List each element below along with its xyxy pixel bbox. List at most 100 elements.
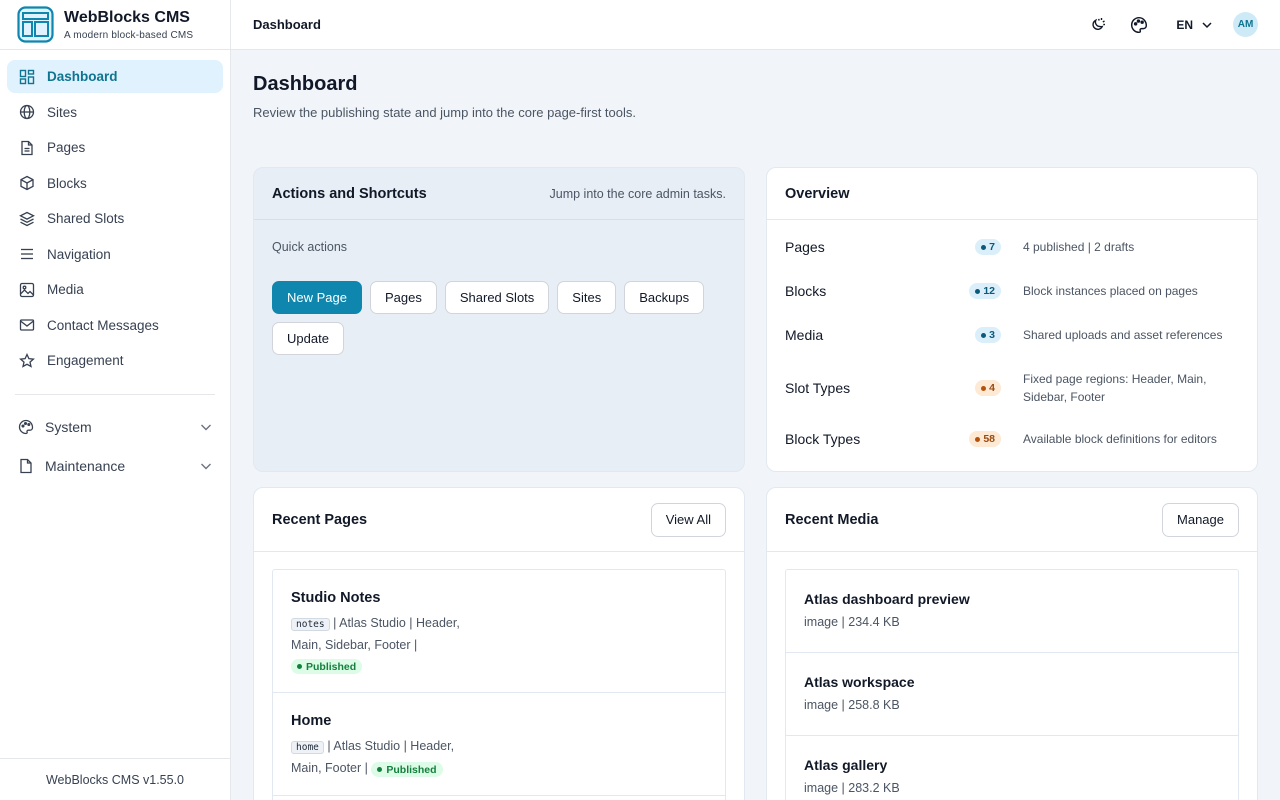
overview-row: Pages 7 4 published | 2 drafts [767,238,1257,256]
actions-card: Actions and Shortcuts Jump into the core… [253,167,745,472]
logo-icon [17,6,54,43]
slug-code: notes [291,618,330,631]
recent-media-card: Recent Media Manage Atlas dashboard prev… [766,487,1258,800]
page-title: Dashboard [253,73,358,95]
overview-desc: Shared uploads and asset references [1023,328,1223,342]
overview-desc: Available block definitions for editors [1023,432,1217,446]
overview-label: Media [785,327,824,343]
page-title-link[interactable]: Home [291,713,332,729]
pages-button[interactable]: Pages [369,281,437,314]
count-badge: 12 [969,283,1001,299]
overview-desc: Fixed page regions: Header, Main, Sideba… [1023,372,1207,404]
list-item[interactable]: Studio Notes notes | Atlas Studio | Head… [273,570,725,693]
list-item[interactable]: Atlas dashboard preview image | 234.4 KB [786,570,1238,653]
chevron-down-icon [1202,21,1212,28]
card-aside: Jump into the core admin tasks. [549,186,726,201]
overview-label: Block Types [785,431,861,447]
overview-label: Pages [785,239,825,255]
language-select[interactable]: EN [1176,18,1213,32]
file-icon [20,458,32,473]
list-item[interactable]: Atlas workspace image | 258.8 KB [786,653,1238,736]
sidebar-item-blocks[interactable]: Blocks [7,167,223,200]
recent-pages-card: Recent Pages View All Studio Notes notes… [253,487,745,800]
sidebar-item-engagement[interactable]: Engagement [7,344,223,377]
sidebar-group-maintenance[interactable]: Maintenance [7,448,223,483]
page-meta: home | Atlas Studio | Header, Main, Foot… [291,739,455,777]
main-content: Dashboard Review the publishing state an… [253,50,1258,800]
update-button[interactable]: Update [272,322,344,355]
card-title: Actions and Shortcuts [272,185,427,202]
sidebar-item-label: Media [47,282,84,297]
brand-name: WebBlocks CMS [64,8,190,26]
list-item[interactable]: Home home | Atlas Studio | Header, Main,… [273,693,725,796]
sidebar-item-pages[interactable]: Pages [7,131,223,164]
media-meta: image | 258.8 KB [804,698,900,712]
media-title[interactable]: Atlas gallery [804,757,888,773]
list-item[interactable]: Atlas gallery image | 283.2 KB [786,736,1238,800]
sidebar-group-label: System [45,418,92,435]
page-title-link[interactable]: Studio Notes [291,590,381,606]
status-badge: Published [371,762,443,777]
sidebar-item-contact-messages[interactable]: Contact Messages [7,309,223,342]
language-label: EN [1176,17,1193,32]
sidebar-group-label: Maintenance [45,457,126,474]
sidebar-group-system[interactable]: System [7,409,223,444]
topbar: Dashboard EN AM [231,0,1280,50]
backups-button[interactable]: Backups [624,281,705,314]
page-subtitle: Review the publishing state and jump int… [253,105,636,120]
sidebar-item-label: Dashboard [47,69,118,84]
chevron-down-icon [201,463,211,469]
mail-icon [19,319,35,331]
media-meta: image | 234.4 KB [804,615,900,629]
shared-slots-button[interactable]: Shared Slots [444,281,550,314]
chevron-down-icon [201,424,211,430]
view-all-button[interactable]: View All [650,502,726,537]
media-title[interactable]: Atlas workspace [804,674,915,690]
sidebar-item-shared-slots[interactable]: Shared Slots [7,202,223,235]
status-badge: Published [291,659,363,674]
sidebar-item-label: Contact Messages [47,317,159,333]
sidebar-item-sites[interactable]: Sites [7,96,223,129]
sidebar-item-label: Navigation [47,246,111,262]
image-icon [19,282,35,297]
cube-icon [20,175,34,191]
recent-media-list: Atlas dashboard preview image | 234.4 KB… [785,569,1239,800]
brand[interactable]: WebBlocks CMS A modern block-based CMS [0,0,230,50]
count-badge: 58 [969,431,1001,447]
count-badge: 3 [975,327,1001,343]
sidebar-item-label: Shared Slots [47,211,125,226]
overview-label: Blocks [785,283,827,299]
sidebar-item-label: Pages [47,140,86,155]
sidebar-divider [15,394,215,395]
theme-toggle-icon[interactable] [1089,16,1107,34]
slug-code: home [291,741,324,754]
card-title: Overview [785,185,850,202]
menu-icon [21,248,33,260]
count-badge: 4 [975,380,1001,396]
sidebar-item-navigation[interactable]: Navigation [7,238,223,271]
sidebar: WebBlocks CMS A modern block-based CMS D… [0,0,231,800]
media-title[interactable]: Atlas dashboard preview [804,591,970,607]
sidebar-item-dashboard[interactable]: Dashboard [7,60,223,93]
overview-card: Overview Pages 7 4 published | 2 drafts … [766,167,1258,472]
sidebar-item-label: Blocks [47,175,87,191]
sidebar-nav: Dashboard Sites Pages Blocks Shared Slot… [0,50,230,483]
file-icon [21,140,33,155]
count-badge: 7 [975,239,1001,255]
sidebar-item-media[interactable]: Media [7,273,223,306]
media-meta: image | 283.2 KB [804,781,900,795]
layers-icon [19,211,35,226]
overview-label: Slot Types [785,380,851,396]
page-meta: notes | Atlas Studio | Header, Main, Sid… [291,616,460,674]
new-page-button[interactable]: New Page [272,281,362,314]
avatar[interactable]: AM [1233,12,1258,37]
breadcrumb: Dashboard [253,17,321,32]
quick-actions-label: Quick actions [272,240,348,254]
sites-button[interactable]: Sites [557,281,617,314]
palette-icon[interactable] [1130,16,1148,34]
card-title: Recent Pages [272,511,368,528]
version-label: WebBlocks CMS v1.55.0 [0,758,230,800]
palette-icon [18,419,34,434]
manage-button[interactable]: Manage [1162,502,1239,537]
overview-desc: Block instances placed on pages [1023,284,1198,298]
